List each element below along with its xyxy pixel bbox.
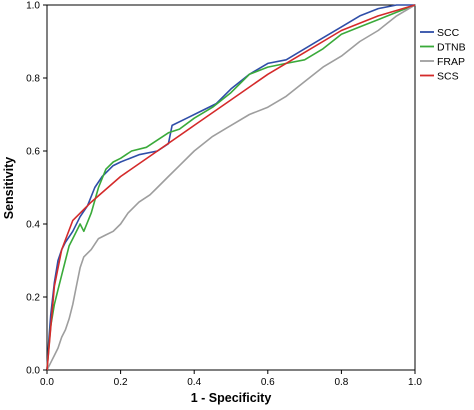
series-line-dtnb bbox=[46, 4, 416, 371]
y-tick-label: 0.8 bbox=[26, 74, 40, 85]
legend: SCC DTNB FRAP SCS bbox=[420, 27, 466, 82]
x-axis: 0.0 0.2 0.4 0.6 0.8 1.0 bbox=[40, 370, 422, 388]
y-tick-label: 0.2 bbox=[26, 293, 40, 304]
x-tick-label: 0.4 bbox=[187, 377, 201, 388]
series-line-frap bbox=[46, 4, 416, 371]
plot-area bbox=[46, 4, 416, 371]
legend-label: DTNB bbox=[437, 41, 466, 53]
legend-label: SCC bbox=[437, 27, 460, 39]
y-tick-label: 0.6 bbox=[26, 147, 40, 158]
y-tick-label: 1.0 bbox=[26, 1, 40, 12]
x-axis-title: 1 - Specificity bbox=[191, 391, 272, 405]
legend-label: SCS bbox=[437, 70, 459, 82]
y-axis: 0.0 0.2 0.4 0.6 0.8 1.0 bbox=[26, 1, 47, 377]
series-line-scs bbox=[46, 4, 416, 371]
legend-label: FRAP bbox=[437, 56, 465, 68]
y-tick-label: 0.0 bbox=[26, 366, 40, 377]
x-tick-label: 0.8 bbox=[334, 377, 348, 388]
y-axis-title: Sensitivity bbox=[2, 157, 16, 220]
x-tick-label: 0.2 bbox=[114, 377, 128, 388]
x-tick-label: 0.0 bbox=[40, 377, 54, 388]
y-tick-label: 0.4 bbox=[26, 220, 40, 231]
x-tick-label: 1.0 bbox=[408, 377, 422, 388]
x-tick-label: 0.6 bbox=[261, 377, 275, 388]
series-layer bbox=[46, 4, 416, 371]
